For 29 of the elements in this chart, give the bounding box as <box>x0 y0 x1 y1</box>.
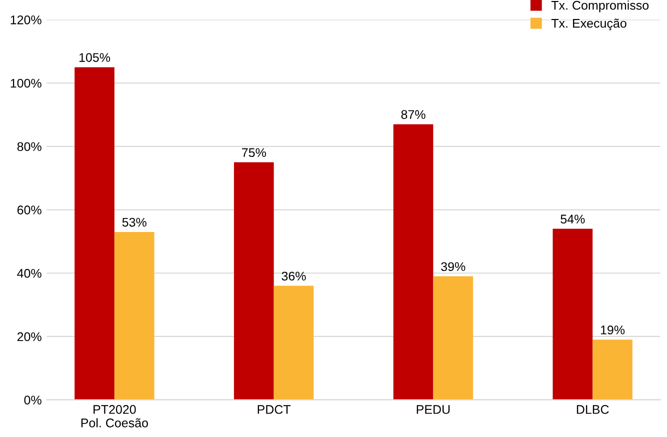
y-tick-label: 100% <box>10 78 42 88</box>
data-label: 19% <box>600 326 625 334</box>
x-tick-label: PDCT <box>258 405 291 414</box>
y-tick-label: 60% <box>17 206 42 214</box>
bar <box>234 162 274 400</box>
bar <box>114 232 154 400</box>
bar <box>393 124 434 400</box>
data-label: 54% <box>560 214 585 224</box>
bar <box>74 67 114 400</box>
y-tick-label: 40% <box>17 268 42 278</box>
bar <box>592 340 632 400</box>
x-tick-label: DLBC <box>576 405 609 414</box>
data-label: 105% <box>79 53 110 62</box>
data-label: 75% <box>242 148 266 157</box>
data-label: 39% <box>441 262 466 272</box>
data-label: 36% <box>282 272 306 281</box>
bar <box>274 286 314 400</box>
data-label: 87% <box>401 110 426 119</box>
legend-label: Tx. Compromisso <box>551 0 649 12</box>
bar <box>552 228 593 400</box>
data-label: 53% <box>122 218 146 227</box>
x-tick-label: PT2020 Pol. Coesão <box>81 405 148 428</box>
y-tick-label: 20% <box>17 332 42 342</box>
y-tick-label: 80% <box>17 142 42 152</box>
legend-label: Tx. Execução <box>551 18 626 30</box>
y-tick-label: 0% <box>24 396 42 405</box>
x-tick-label: PEDU <box>416 405 450 414</box>
bar <box>433 276 474 400</box>
y-tick-label: 120% <box>10 15 42 24</box>
